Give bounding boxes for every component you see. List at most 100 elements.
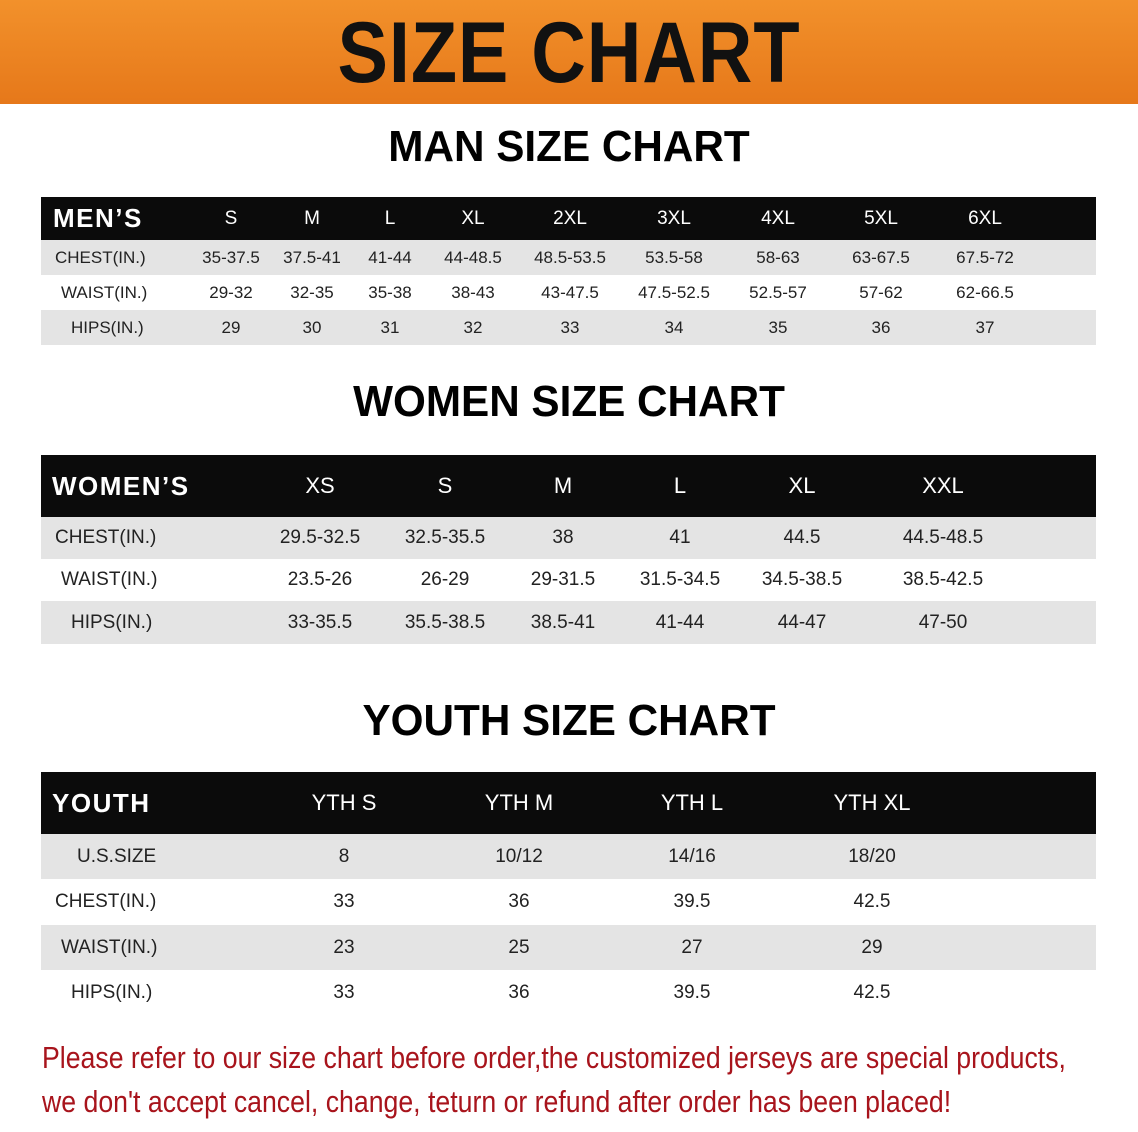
women-table-row: CHEST(IN.) 29.5-32.5 32.5-35.5 38 41 44.5 44.5…: [41, 517, 1096, 559]
table-cell: 10/12: [495, 845, 543, 867]
size-column-header: YTH S: [311, 790, 377, 815]
table-cell: 41: [669, 527, 691, 548]
row-label: WAIST(IN.): [61, 569, 158, 590]
table-cell: 33: [333, 891, 355, 912]
size-column-header: XL: [461, 207, 485, 229]
table-cell: 44.5-48.5: [902, 527, 984, 548]
table-cell: 30: [302, 317, 322, 337]
table-cell: 32.5-35.5: [404, 527, 486, 548]
table-cell: 37: [975, 317, 995, 337]
table-category-label: WOMEN’S: [52, 470, 190, 501]
women-size-table: WOMEN’S XS S M L XL XXL CHEST(IN.) 29.5-32.5 32.5…: [41, 455, 1096, 644]
table-cell: 35-37.5: [202, 247, 260, 267]
men-table-row: CHEST(IN.) 35-37.5 37.5-41 41-44 44-48.5 48.5…: [41, 240, 1096, 275]
row-label: CHEST(IN.): [55, 891, 157, 912]
table-cell: 48.5-53.5: [534, 247, 606, 267]
size-column-header: 6XL: [968, 207, 1002, 229]
title-banner: SIZE CHART: [0, 0, 1138, 104]
table-category-label: MEN’S: [53, 203, 143, 233]
table-cell: 29-32: [209, 282, 253, 302]
table-cell: 36: [508, 981, 530, 1003]
youth-size-table: YOUTH YTH S YTH M YTH L YTH XL U.S.SIZE 8 10/12…: [41, 772, 1096, 1015]
row-label: HIPS(IN.): [71, 981, 153, 1003]
table-cell: 39.5: [673, 891, 711, 912]
table-cell: 67.5-72: [956, 247, 1014, 267]
table-cell: 47.5-52.5: [638, 282, 710, 302]
size-column-header: M: [553, 473, 573, 498]
row-label: HIPS(IN.): [71, 317, 144, 337]
table-cell: 38.5-41: [530, 611, 596, 633]
table-cell: 37.5-41: [283, 247, 341, 267]
men-table-row: WAIST(IN.) 29-32 32-35 35-38 38-43 43-47.5 47.…: [41, 275, 1096, 310]
row-label: CHEST(IN.): [55, 247, 146, 267]
size-column-header: 4XL: [761, 207, 795, 229]
table-cell: 44.5: [783, 527, 821, 548]
table-cell: 29: [221, 317, 241, 337]
table-cell: 29.5-32.5: [279, 527, 361, 548]
table-cell: 58-63: [756, 247, 800, 267]
size-column-header: XXL: [922, 473, 964, 498]
youth-table-row: HIPS(IN.) 33 36 39.5 42.5: [41, 970, 1096, 1015]
youth-table-row: CHEST(IN.) 33 36 39.5 42.5: [41, 879, 1096, 925]
size-column-header: 3XL: [657, 207, 691, 229]
table-cell: 35.5-38.5: [404, 611, 486, 633]
size-column-header: 5XL: [864, 207, 898, 229]
table-cell: 38-43: [451, 282, 495, 302]
table-cell: 31.5-34.5: [639, 569, 721, 590]
table-cell: 38: [552, 527, 574, 548]
size-column-header: 2XL: [553, 207, 587, 229]
size-column-header: XS: [305, 473, 335, 498]
men-table-row: HIPS(IN.) 29 30 31 32 33 34 35 36 37: [41, 310, 1096, 345]
youth-section-title: YOUTH SIZE CHART: [362, 696, 776, 745]
table-category-label: YOUTH: [52, 787, 151, 818]
table-cell: 35-38: [368, 282, 412, 302]
women-table-row: HIPS(IN.) 33-35.5 35.5-38.5 38.5-41 41-44 44-…: [41, 601, 1096, 644]
table-cell: 42.5: [853, 891, 891, 912]
note-line-2: we don't accept cancel, change, teturn o…: [42, 1084, 952, 1119]
table-cell: 44-48.5: [444, 247, 502, 267]
size-column-header: YTH L: [660, 790, 724, 815]
table-cell: 27: [681, 936, 703, 958]
table-cell: 32-35: [290, 282, 334, 302]
table-cell: 34: [664, 317, 684, 337]
table-cell: 52.5-57: [749, 282, 807, 302]
size-column-header: L: [384, 207, 396, 229]
men-header-row: MEN’S S M L XL 2XL 3XL 4XL 5XL 6XL: [41, 197, 1096, 240]
table-cell: 23: [333, 936, 355, 958]
table-cell: 34.5-38.5: [761, 569, 843, 590]
table-cell: 8: [338, 845, 350, 867]
size-column-header: S: [224, 207, 238, 229]
row-label: U.S.SIZE: [77, 845, 157, 867]
order-policy-note: Please refer to our size chart before or…: [42, 1036, 1126, 1124]
youth-header-row: YOUTH YTH S YTH M YTH L YTH XL: [41, 772, 1096, 834]
size-column-header: YTH M: [484, 790, 554, 815]
table-cell: 41-44: [655, 611, 705, 633]
table-cell: 62-66.5: [956, 282, 1014, 302]
table-cell: 35: [768, 317, 788, 337]
table-cell: 44-47: [777, 611, 827, 633]
row-label: HIPS(IN.): [71, 611, 153, 633]
table-cell: 53.5-58: [645, 247, 703, 267]
page-title: SIZE CHART: [337, 5, 801, 101]
table-cell: 33-35.5: [287, 611, 353, 633]
size-column-header: L: [673, 473, 687, 498]
table-cell: 63-67.5: [852, 247, 910, 267]
table-cell: 36: [871, 317, 891, 337]
table-cell: 43-47.5: [541, 282, 599, 302]
size-column-header: XL: [788, 473, 816, 498]
table-cell: 33: [333, 981, 355, 1003]
size-column-header: M: [304, 207, 320, 229]
size-column-header: YTH XL: [833, 790, 911, 815]
table-cell: 29: [861, 936, 883, 958]
women-header-row: WOMEN’S XS S M L XL XXL: [41, 455, 1096, 517]
table-cell: 31: [380, 317, 400, 337]
men-section-title: MAN SIZE CHART: [388, 122, 750, 171]
row-label: WAIST(IN.): [61, 282, 148, 302]
table-cell: 36: [508, 891, 530, 912]
note-line-1: Please refer to our size chart before or…: [42, 1040, 1066, 1075]
table-cell: 57-62: [859, 282, 903, 302]
youth-table-row: WAIST(IN.) 23 25 27 29: [41, 925, 1096, 970]
table-cell: 47-50: [918, 611, 968, 633]
table-cell: 38.5-42.5: [902, 569, 984, 590]
table-cell: 26-29: [420, 569, 470, 590]
